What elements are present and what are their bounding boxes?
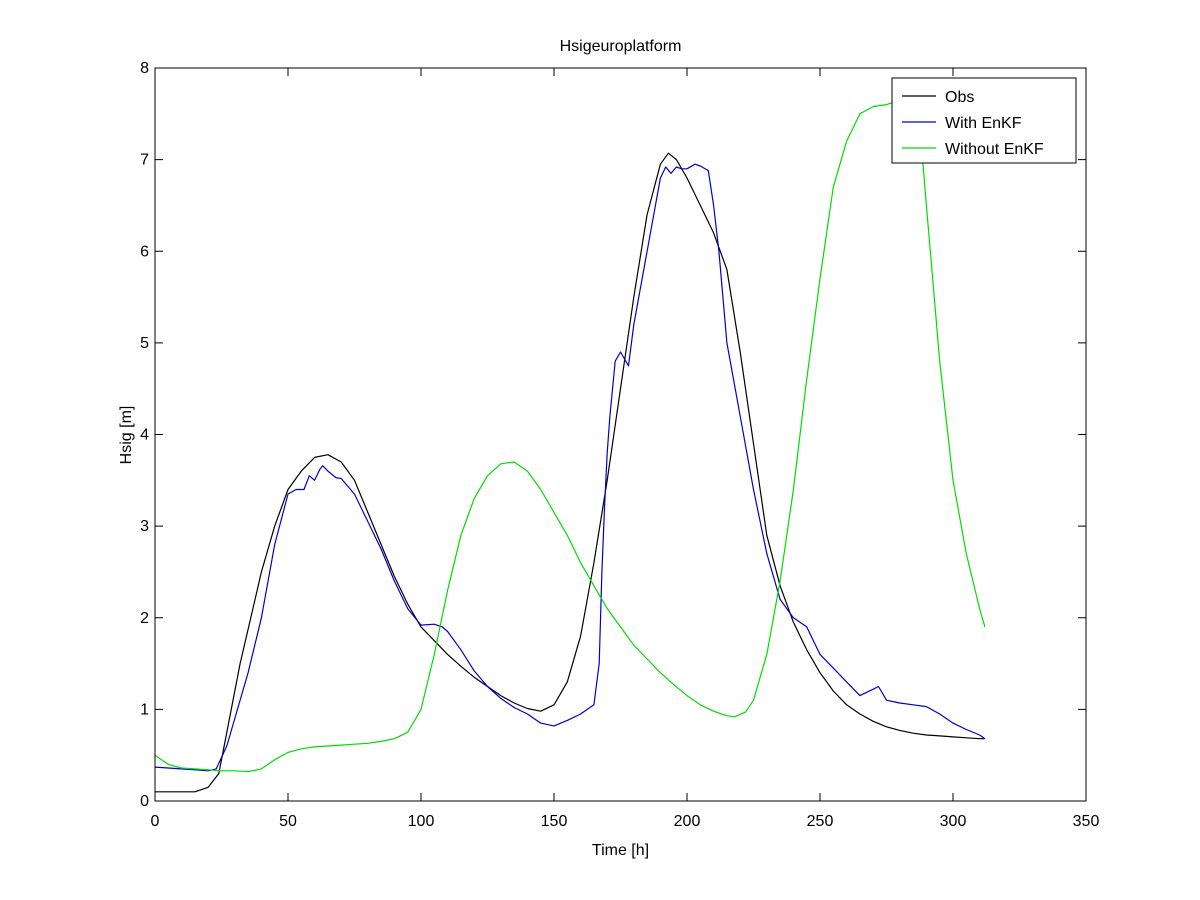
y-tick-label: 1 bbox=[140, 701, 149, 718]
x-tick-label: 100 bbox=[408, 813, 435, 830]
legend-label: Without EnKF bbox=[945, 141, 1044, 158]
y-axis-label: Hsig [m] bbox=[118, 406, 135, 465]
x-tick-label: 200 bbox=[674, 813, 701, 830]
y-tick-label: 4 bbox=[140, 427, 149, 444]
series-line-0 bbox=[155, 152, 985, 793]
series-line-1 bbox=[154, 163, 986, 772]
legend-box bbox=[891, 77, 1077, 164]
y-tick-label: 0 bbox=[140, 793, 149, 810]
legend: Obs With EnKF Without EnKF bbox=[891, 77, 1077, 164]
y-tick-label: 8 bbox=[140, 60, 149, 77]
y-tick-label: 5 bbox=[140, 335, 149, 352]
legend-label: With EnKF bbox=[945, 115, 1022, 132]
x-tick-label: 50 bbox=[279, 813, 297, 830]
x-axis-label: Time [h] bbox=[592, 842, 649, 859]
x-tick-label: 300 bbox=[940, 813, 967, 830]
axis-ticks: 0 50 100 150 200 250 300 350 0 1 2 3 4 5 6 7 8 bbox=[140, 60, 1099, 830]
y-tick-label: 7 bbox=[140, 152, 149, 169]
x-tick-label: 150 bbox=[541, 813, 568, 830]
chart-title: Hsigeuroplatform bbox=[560, 38, 682, 55]
x-tick-label: 350 bbox=[1073, 813, 1100, 830]
series-line-2 bbox=[154, 99, 986, 773]
y-tick-label: 2 bbox=[140, 610, 149, 627]
y-tick-label: 3 bbox=[140, 518, 149, 535]
legend-label: Obs bbox=[945, 89, 974, 106]
y-tick-label: 6 bbox=[140, 243, 149, 260]
x-tick-label: 0 bbox=[151, 813, 160, 830]
x-tick-label: 250 bbox=[807, 813, 834, 830]
plot-frame bbox=[154, 67, 1087, 802]
plot-series bbox=[154, 99, 986, 793]
